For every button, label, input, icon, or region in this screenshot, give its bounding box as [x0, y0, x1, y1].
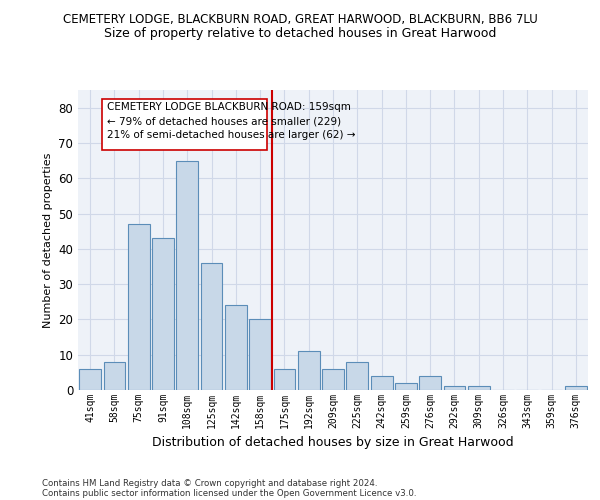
Text: Size of property relative to detached houses in Great Harwood: Size of property relative to detached ho…	[104, 28, 496, 40]
X-axis label: Distribution of detached houses by size in Great Harwood: Distribution of detached houses by size …	[152, 436, 514, 450]
Bar	[152, 238, 174, 390]
Bar	[419, 376, 441, 390]
Bar	[468, 386, 490, 390]
Bar	[395, 383, 417, 390]
Bar	[104, 362, 125, 390]
Text: CEMETERY LODGE, BLACKBURN ROAD, GREAT HARWOOD, BLACKBURN, BB6 7LU: CEMETERY LODGE, BLACKBURN ROAD, GREAT HA…	[62, 12, 538, 26]
Bar	[565, 386, 587, 390]
Bar	[200, 263, 223, 390]
Text: Contains public sector information licensed under the Open Government Licence v3: Contains public sector information licen…	[42, 488, 416, 498]
FancyBboxPatch shape	[102, 99, 268, 150]
Y-axis label: Number of detached properties: Number of detached properties	[43, 152, 53, 328]
Bar	[225, 306, 247, 390]
Text: Contains HM Land Registry data © Crown copyright and database right 2024.: Contains HM Land Registry data © Crown c…	[42, 478, 377, 488]
Bar	[443, 386, 466, 390]
Bar	[298, 351, 320, 390]
Text: CEMETERY LODGE BLACKBURN ROAD: 159sqm
← 79% of detached houses are smaller (229): CEMETERY LODGE BLACKBURN ROAD: 159sqm ← …	[107, 102, 355, 140]
Bar	[322, 369, 344, 390]
Bar	[176, 160, 198, 390]
Bar	[346, 362, 368, 390]
Bar	[249, 320, 271, 390]
Bar	[274, 369, 295, 390]
Bar	[79, 369, 101, 390]
Bar	[128, 224, 149, 390]
Bar	[371, 376, 392, 390]
